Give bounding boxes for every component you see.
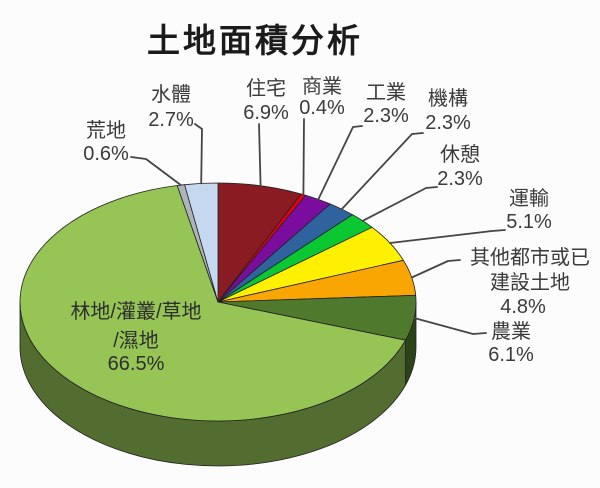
leader-line-wasteland — [130, 156, 182, 187]
slice-label-transport-name: 運輸 — [509, 187, 549, 210]
slice-label-woodland-shrub-grassland-wetland-value: 66.5% — [108, 353, 165, 375]
slice-label-woodland-shrub-grassland-wetland-name1: /濕地 — [113, 329, 159, 352]
leader-line-residential — [258, 123, 262, 187]
leader-line-recreation — [361, 186, 438, 222]
slice-label-industrial-value: 2.3% — [363, 105, 409, 127]
slice-label-other-urban-built-value: 4.8% — [500, 296, 546, 318]
slice-label-transport-value: 5.1% — [506, 211, 552, 233]
leader-line-agriculture — [413, 317, 487, 335]
slice-label-agriculture-name: 農業 — [491, 320, 531, 343]
leader-line-institutional — [340, 132, 424, 211]
slice-label-commercial-name: 商業 — [302, 75, 342, 98]
leader-line-transport — [389, 229, 506, 244]
slice-label-institutional-value: 2.3% — [425, 112, 471, 134]
leader-line-industrial — [317, 125, 363, 201]
slice-label-industrial-name: 工業 — [366, 81, 406, 104]
pie-slice-woodland-shrub-grassland-wetland — [19, 185, 406, 422]
slice-label-recreation-name: 休憩 — [440, 143, 480, 166]
slice-label-wasteland-value: 0.6% — [83, 143, 129, 165]
leader-line-water — [194, 123, 203, 185]
slice-label-wasteland-name: 荒地 — [86, 119, 126, 142]
chart-title: 土地面積分析 — [147, 24, 363, 60]
slice-label-recreation-value: 2.3% — [437, 168, 483, 190]
slice-label-water-name: 水體 — [151, 83, 191, 106]
slice-label-institutional-name: 機構 — [428, 87, 468, 110]
slice-label-water-value: 2.7% — [148, 109, 194, 131]
leader-line-commercial — [302, 118, 305, 196]
slice-label-agriculture-value: 6.1% — [488, 344, 534, 366]
slice-label-other-urban-built-name: 其他都市或已 — [470, 246, 590, 269]
slice-label-residential-name: 住宅 — [246, 77, 286, 100]
leader-line-other-urban-built — [410, 259, 461, 279]
slice-label-commercial-value: 0.4% — [299, 97, 345, 119]
slice-label-woodland-shrub-grassland-wetland-name: 林地/灌叢/草地 — [70, 300, 201, 323]
slice-label-other-urban-built-name1: 建設土地 — [490, 271, 570, 294]
slice-label-residential-value: 6.9% — [243, 102, 289, 124]
